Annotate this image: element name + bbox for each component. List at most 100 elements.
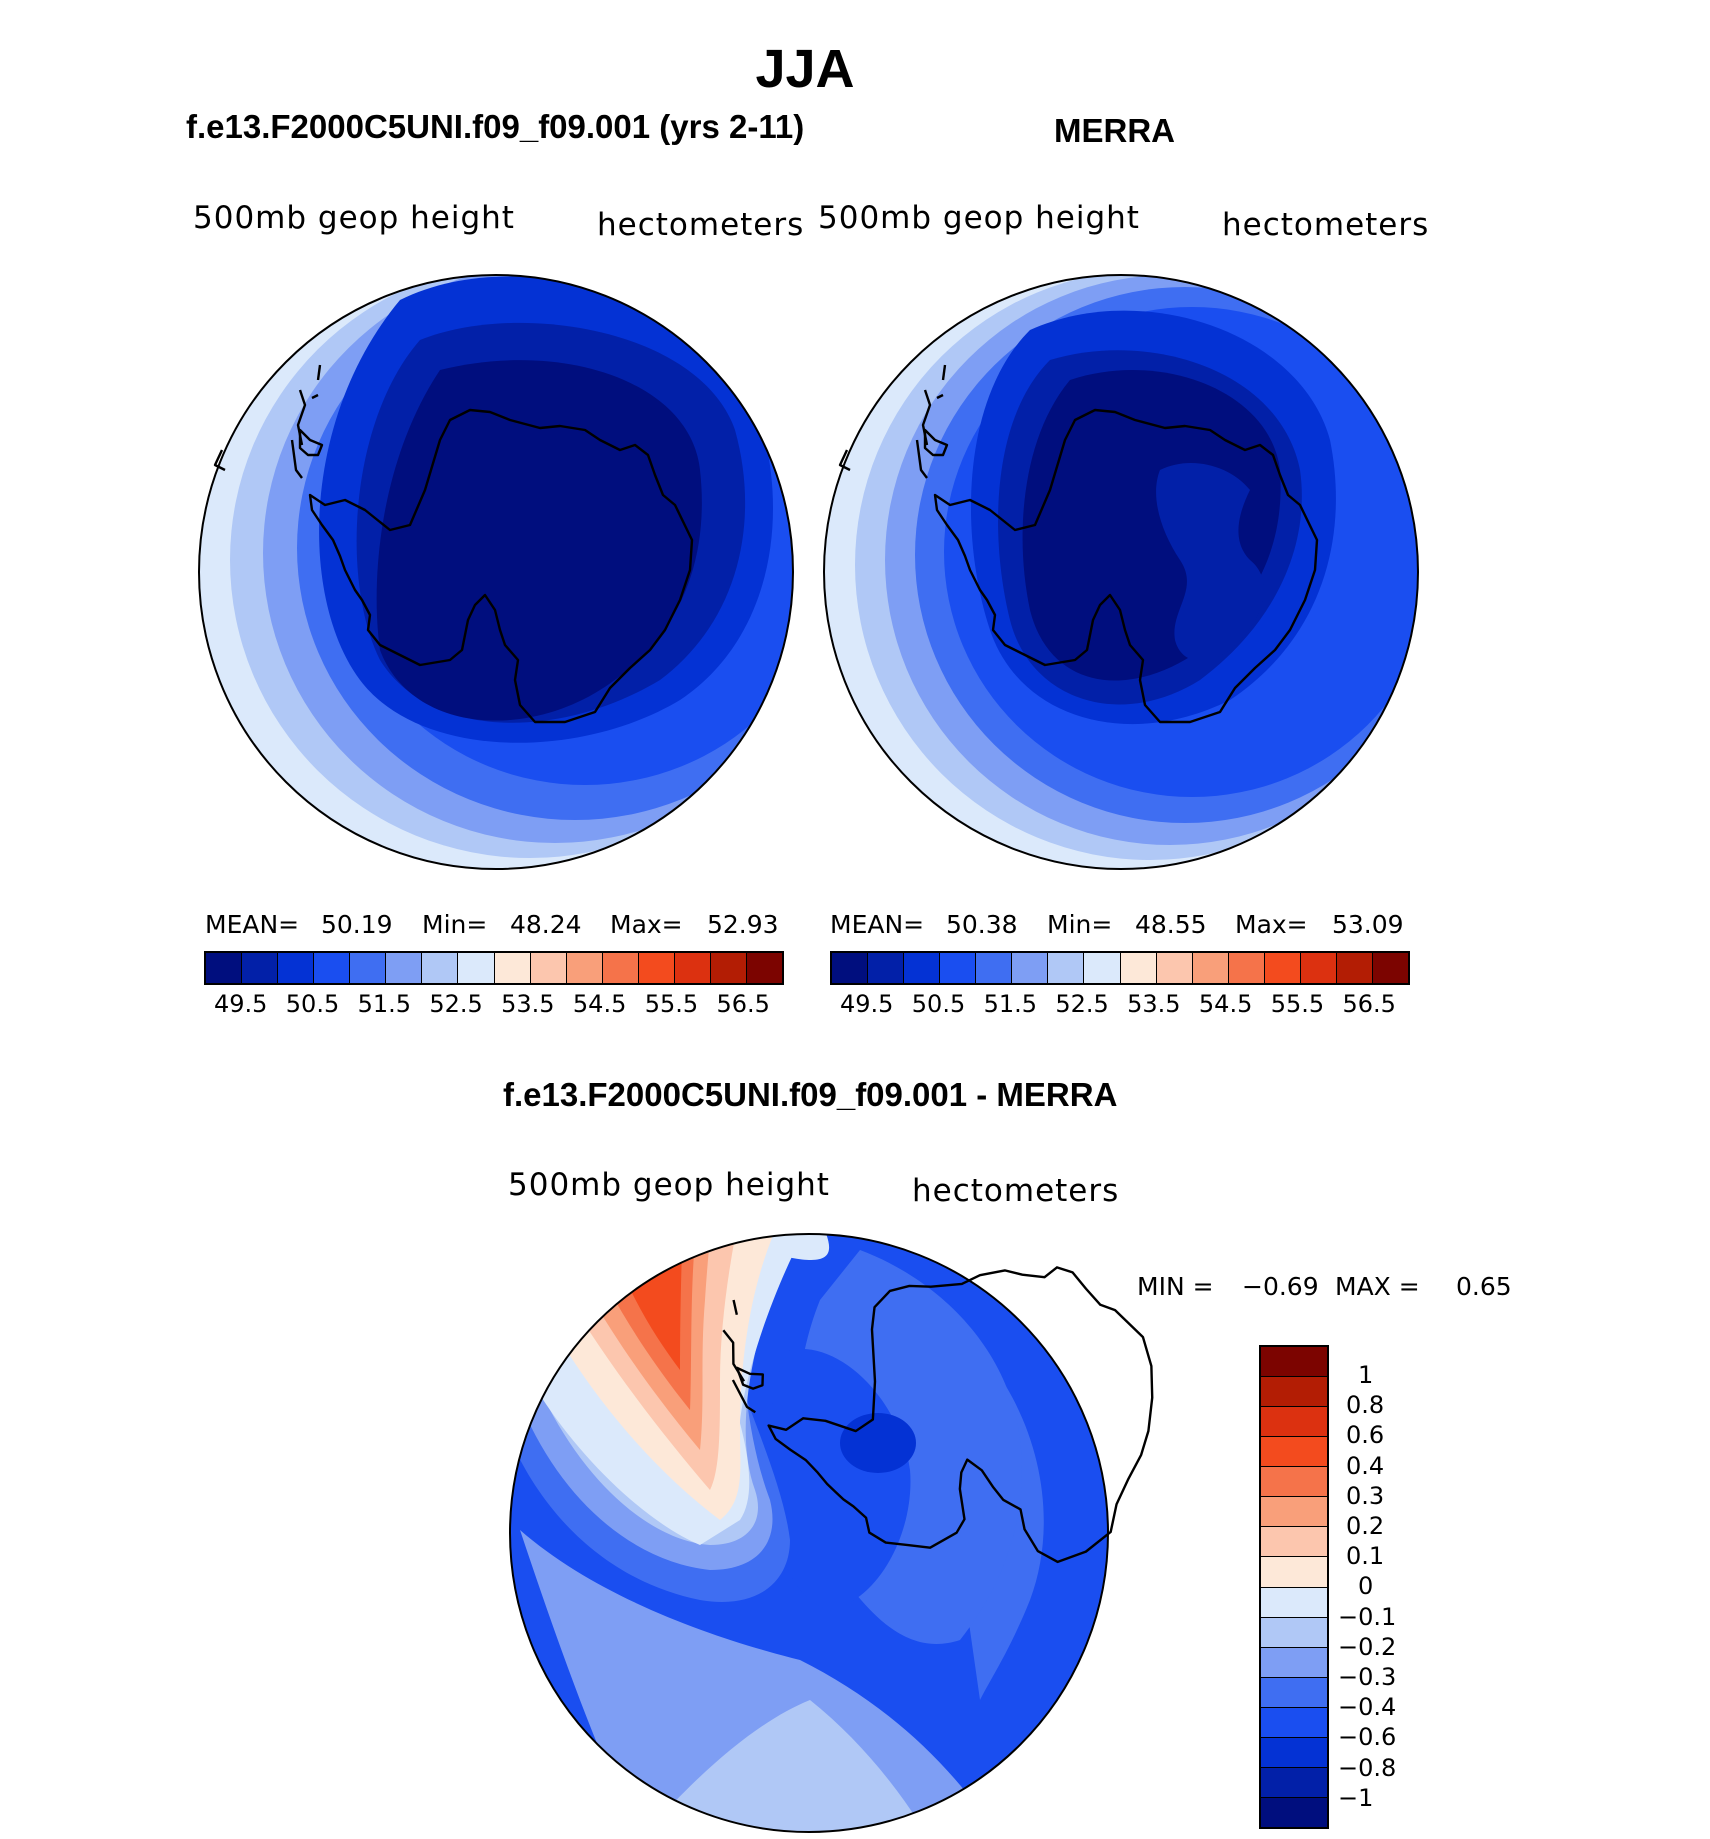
colorbar-swatch — [1228, 953, 1265, 983]
colorbar-swatch — [1156, 953, 1193, 983]
diff-tick: −0.8 — [1338, 1753, 1397, 1782]
colorbar-swatch — [832, 953, 869, 983]
diff-tick: −0.3 — [1338, 1663, 1397, 1692]
panel1-units-label: hectometers — [597, 207, 805, 243]
panel1-colorbar — [204, 951, 784, 985]
diff-map — [510, 1234, 1108, 1832]
colorbar-swatch — [1084, 953, 1121, 983]
colorbar-swatch — [940, 953, 977, 983]
panel1-max-label: Max= — [610, 910, 683, 939]
panel2-mean-value: 50.38 — [946, 910, 1018, 939]
colorbar-swatch — [1012, 953, 1049, 983]
colorbar-swatch — [1261, 1497, 1327, 1528]
panel1-min-label: Min= — [422, 910, 488, 939]
panel2-max-label: Max= — [1235, 910, 1308, 939]
panel1-tick: 49.5 — [214, 990, 268, 1018]
diff-colorbar-ticks: 1 0.8 0.6 0.4 0.3 0.2 0.1 0 −0.1 −0.2 −0… — [1338, 1363, 1396, 1810]
panel2-map — [824, 275, 1418, 869]
colorbar-swatch — [602, 953, 639, 983]
panel2-title: MERRA — [1054, 112, 1175, 149]
colorbar-swatch — [314, 953, 351, 983]
panel2-map-border — [823, 274, 1419, 870]
colorbar-swatch — [1261, 1437, 1327, 1468]
colorbar-swatch — [904, 953, 941, 983]
colorbar-swatch — [1261, 1707, 1327, 1738]
diff-min-value: −0.69 — [1242, 1272, 1319, 1301]
colorbar-swatch — [1300, 953, 1337, 983]
panel1-tick: 55.5 — [644, 990, 699, 1018]
diff-variable-label: 500mb geop height — [508, 1167, 830, 1203]
panel1-map-border — [198, 274, 794, 870]
diff-band-p06 — [600, 1234, 685, 1370]
colorbar-swatch — [1261, 1467, 1327, 1498]
panel2-variable-label: 500mb geop height — [818, 200, 1140, 236]
colorbar-swatch — [1261, 1647, 1327, 1678]
panel1-coastline — [213, 364, 694, 724]
panel1-tick: 52.5 — [429, 990, 483, 1018]
colorbar-swatch — [638, 953, 675, 983]
panel1-map — [199, 275, 793, 869]
colorbar-swatch — [530, 953, 567, 983]
colorbar-swatch — [1264, 953, 1301, 983]
colorbar-swatch — [1261, 1587, 1327, 1618]
panel1-tick: 54.5 — [572, 990, 627, 1018]
panel1-tick: 56.5 — [716, 990, 770, 1018]
diff-tick: 0.4 — [1346, 1451, 1385, 1480]
diff-max-value: 0.65 — [1456, 1272, 1512, 1301]
colorbar-swatch — [566, 953, 603, 983]
diff-units-label: hectometers — [912, 1173, 1120, 1209]
colorbar-swatch — [710, 953, 747, 983]
colorbar-swatch — [1336, 953, 1373, 983]
colorbar-swatch — [1192, 953, 1229, 983]
panel1-max-value: 52.93 — [707, 910, 779, 939]
panel2-weak-core — [1156, 462, 1264, 661]
colorbar-swatch — [422, 953, 459, 983]
colorbar-swatch — [1372, 953, 1408, 983]
diff-band-southern — [520, 1530, 1000, 1832]
panel1-title: f.e13.F2000C5UNI.f09_f09.001 (yrs 2-11) — [186, 108, 805, 145]
colorbar-swatch — [494, 953, 531, 983]
panel2-colorbar-ticks: 49.5 50.5 51.5 52.5 53.5 54.5 55.5 56.5 — [840, 990, 1396, 1018]
colorbar-swatch — [674, 953, 711, 983]
diff-tick: 1 — [1358, 1361, 1374, 1389]
diff-tick: −0.2 — [1338, 1632, 1397, 1661]
colorbar-swatch — [1261, 1527, 1327, 1558]
panel2-tick: 52.5 — [1055, 990, 1109, 1018]
panel2-tick: 55.5 — [1270, 990, 1325, 1018]
panel2-tick: 49.5 — [840, 990, 894, 1018]
panel1-tick: 51.5 — [357, 990, 411, 1018]
panel1-min-value: 48.24 — [510, 910, 582, 939]
diff-coastline — [722, 1266, 1154, 1564]
diff-tick: −0.1 — [1338, 1602, 1397, 1631]
diff-tick: −1 — [1338, 1783, 1374, 1812]
figure-title: JJA — [755, 39, 855, 99]
diff-tick: −0.6 — [1338, 1723, 1397, 1752]
colorbar-swatch — [1261, 1557, 1327, 1588]
diff-tick: 0.6 — [1346, 1421, 1385, 1450]
colorbar-swatch — [1261, 1797, 1327, 1827]
colorbar-swatch — [1048, 953, 1085, 983]
colorbar-swatch — [1261, 1377, 1327, 1408]
colorbar-swatch — [1261, 1617, 1327, 1648]
colorbar-swatch — [976, 953, 1013, 983]
panel1-variable-label: 500mb geop height — [193, 200, 515, 236]
diff-tick: 0.1 — [1346, 1542, 1385, 1571]
panel2-tick: 56.5 — [1342, 990, 1396, 1018]
colorbar-swatch — [350, 953, 387, 983]
panel2-colorbar — [830, 951, 1410, 985]
panel2-min-label: Min= — [1047, 910, 1113, 939]
colorbar-swatch — [206, 953, 243, 983]
panel2-tick: 53.5 — [1127, 990, 1181, 1018]
diff-band-min — [840, 1413, 916, 1473]
diff-tick: 0 — [1358, 1572, 1374, 1601]
diff-colorbar — [1259, 1345, 1329, 1829]
panel2-mean-label: MEAN= — [830, 910, 925, 939]
diff-title: f.e13.F2000C5UNI.f09_f09.001 - MERRA — [503, 1076, 1118, 1113]
panel2-units-label: hectometers — [1222, 207, 1430, 243]
panel2-tick: 51.5 — [983, 990, 1037, 1018]
panel1-tick: 50.5 — [285, 990, 340, 1018]
diff-min-label: MIN = — [1137, 1272, 1214, 1301]
colorbar-swatch — [1261, 1347, 1327, 1378]
